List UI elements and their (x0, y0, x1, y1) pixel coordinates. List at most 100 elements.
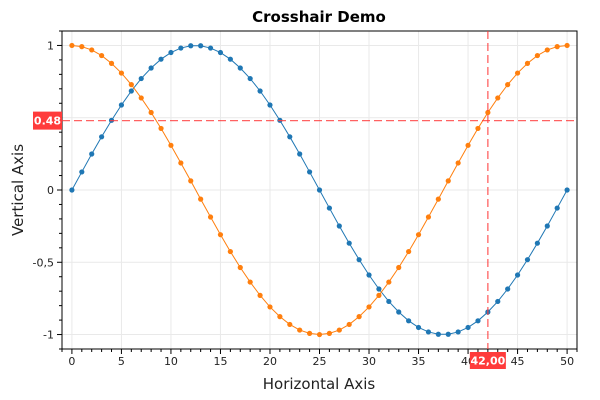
series-1-point[interactable] (227, 56, 233, 62)
series-1-point[interactable] (287, 134, 293, 140)
series-2-point[interactable] (237, 264, 243, 271)
series-2-point[interactable] (366, 304, 372, 310)
series-2-point[interactable] (128, 82, 134, 88)
series-1-point[interactable] (198, 43, 204, 49)
series-1-point[interactable] (168, 49, 174, 56)
series-2-point[interactable] (277, 314, 283, 320)
series-1-point[interactable] (505, 286, 511, 292)
series-2-point[interactable] (465, 142, 471, 148)
series-2-point[interactable] (267, 304, 273, 310)
series-1-point[interactable] (396, 309, 402, 315)
series-1-point[interactable] (475, 318, 481, 324)
series-2-point[interactable] (118, 70, 125, 76)
series-2-point[interactable] (207, 214, 214, 220)
series-1-point[interactable] (544, 223, 550, 229)
series-1-point[interactable] (188, 43, 194, 49)
series-2-point[interactable] (108, 60, 115, 66)
series-2-point[interactable] (326, 330, 333, 336)
series-1-point[interactable] (267, 102, 273, 108)
series-2-point[interactable] (376, 292, 382, 298)
series-2-point[interactable] (158, 125, 164, 132)
series-2-point[interactable] (406, 248, 412, 255)
series-2-point[interactable] (524, 60, 531, 66)
series-2-point[interactable] (415, 232, 422, 238)
series-1-point[interactable] (138, 75, 144, 82)
series-1-point[interactable] (89, 151, 95, 157)
series-2-point[interactable] (554, 44, 560, 50)
series-1-point[interactable] (326, 205, 333, 211)
series-2-point[interactable] (99, 52, 105, 59)
series-1-point[interactable] (237, 65, 243, 71)
series-1-point[interactable] (316, 187, 323, 193)
series-1-point[interactable] (376, 286, 382, 292)
series-1-point[interactable] (534, 240, 540, 246)
series-2-point[interactable] (455, 160, 461, 166)
series-2-point[interactable] (564, 42, 570, 49)
series-1-point[interactable] (386, 298, 392, 305)
series-1-point[interactable] (346, 240, 352, 246)
series-1-point[interactable] (435, 331, 441, 337)
series-1-point[interactable] (99, 134, 105, 140)
series-1-point[interactable] (415, 324, 422, 331)
series-2-point[interactable] (69, 42, 75, 49)
series-2-point[interactable] (188, 178, 194, 184)
series-2-point[interactable] (306, 330, 313, 336)
series-1-point[interactable] (554, 205, 560, 211)
series-1-point[interactable] (564, 187, 570, 193)
series-2-point[interactable] (544, 47, 550, 53)
series-1-point[interactable] (128, 88, 134, 94)
series-2-point[interactable] (396, 264, 402, 271)
series-1-point[interactable] (247, 75, 253, 82)
series-2-point[interactable] (514, 70, 521, 76)
series-1-point[interactable] (306, 169, 313, 175)
series-2-point[interactable] (485, 109, 491, 116)
series-2-point[interactable] (435, 196, 441, 202)
series-1-point[interactable] (79, 169, 85, 175)
series-1-point[interactable] (207, 45, 214, 51)
series-1-point[interactable] (118, 102, 125, 108)
series-2-point[interactable] (287, 321, 293, 328)
series-1-point[interactable] (366, 272, 372, 278)
series-1-point[interactable] (406, 318, 412, 324)
series-2-point[interactable] (227, 248, 233, 255)
series-1-point[interactable] (455, 329, 461, 335)
series-2-point[interactable] (89, 47, 95, 53)
series-1-point[interactable] (336, 223, 342, 229)
series-2-point[interactable] (534, 52, 540, 59)
series-2-point[interactable] (336, 327, 342, 333)
series-2-point[interactable] (495, 95, 501, 101)
series-1-point[interactable] (297, 151, 303, 157)
series-1-point[interactable] (217, 49, 224, 56)
series-2-point[interactable] (445, 178, 451, 184)
series-1-point[interactable] (465, 324, 471, 331)
series-1-point[interactable] (524, 257, 531, 263)
series-1-point[interactable] (356, 257, 362, 263)
series-2-point[interactable] (356, 314, 362, 320)
series-2-point[interactable] (475, 125, 481, 132)
series-2-point[interactable] (346, 321, 352, 328)
series-2-point[interactable] (316, 331, 323, 338)
series-2-point[interactable] (386, 279, 392, 285)
series-1-point[interactable] (495, 298, 501, 305)
series-1-point[interactable] (257, 88, 263, 94)
series-1-point[interactable] (425, 329, 432, 335)
series-2-point[interactable] (198, 196, 204, 202)
series-1-point[interactable] (178, 45, 184, 51)
series-2-point[interactable] (138, 95, 144, 101)
series-2-point[interactable] (297, 327, 303, 333)
series-2-point[interactable] (148, 109, 154, 116)
series-2-point[interactable] (505, 82, 511, 88)
series-2-point[interactable] (425, 214, 432, 220)
series-2-point[interactable] (168, 142, 174, 148)
series-1-point[interactable] (148, 65, 154, 71)
series-1-point[interactable] (445, 331, 451, 337)
series-1-point[interactable] (158, 56, 164, 62)
series-2-point[interactable] (178, 160, 184, 166)
series-1-point[interactable] (514, 272, 521, 278)
series-2-point[interactable] (217, 232, 224, 238)
series-2-point[interactable] (257, 292, 263, 298)
series-1-point[interactable] (69, 187, 75, 193)
series-2-point[interactable] (247, 279, 253, 285)
series-2-point[interactable] (79, 44, 85, 50)
